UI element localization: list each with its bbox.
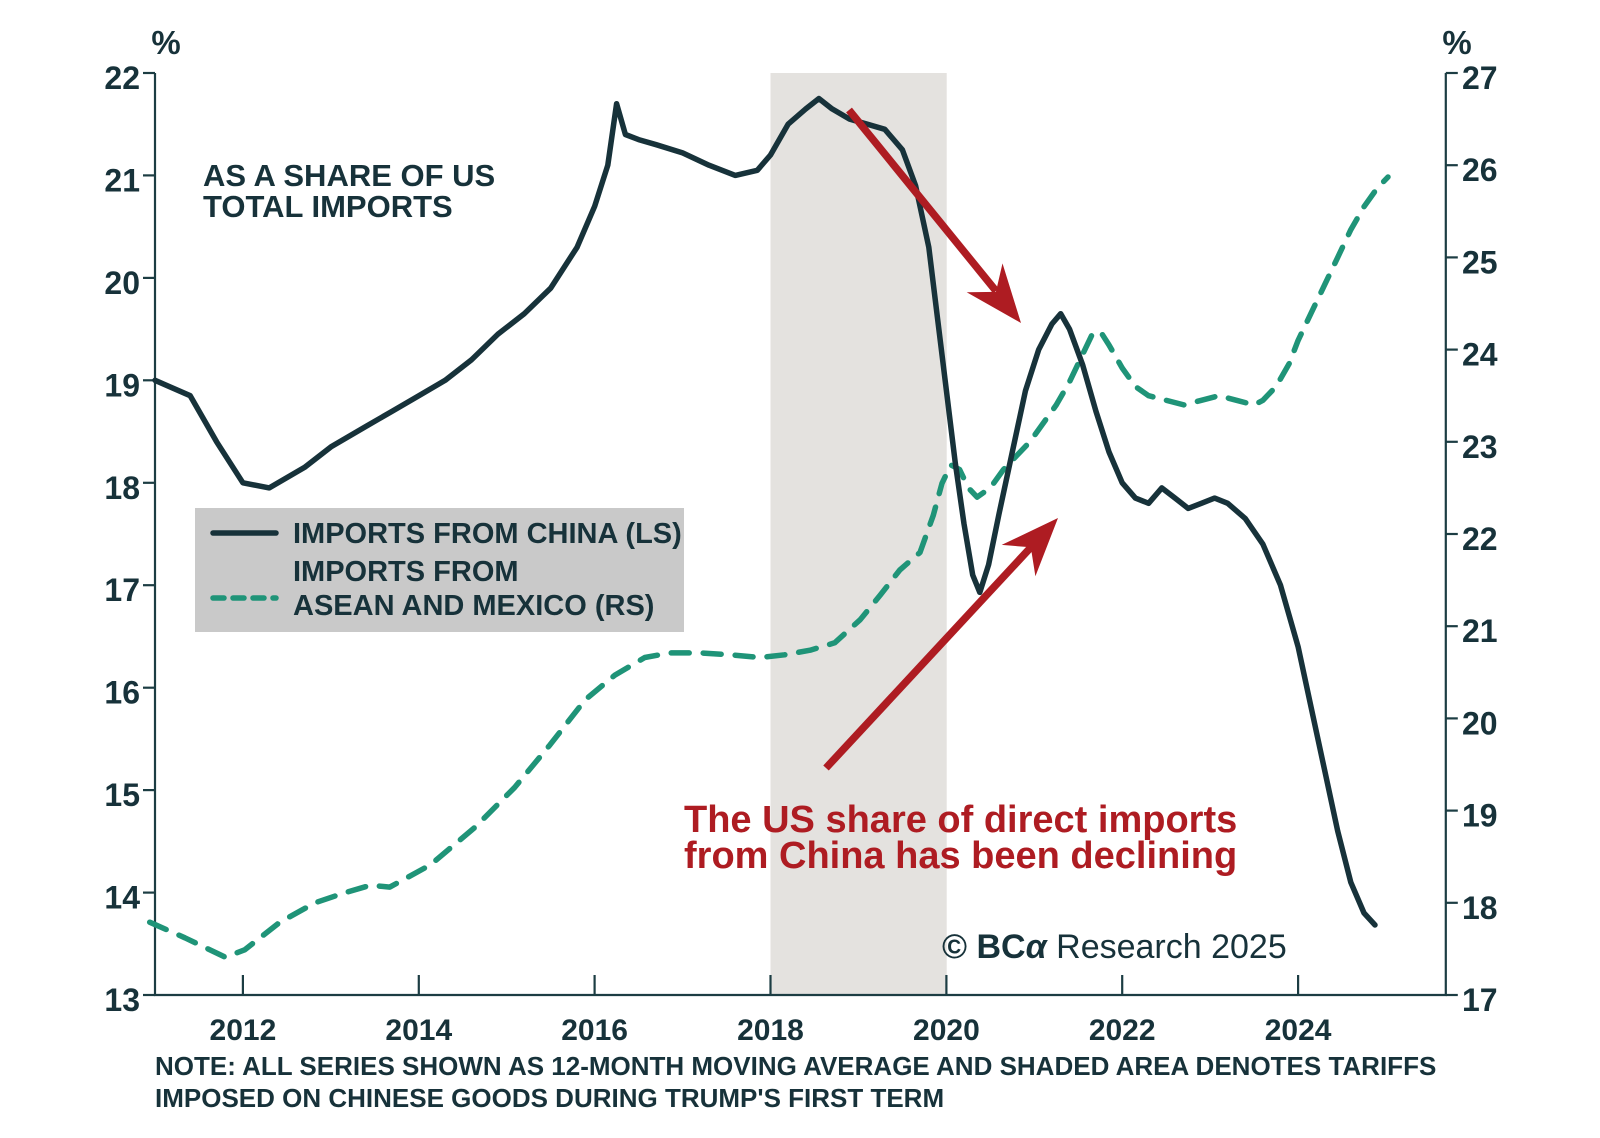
svg-text:2020: 2020 xyxy=(913,1014,980,1047)
svg-text:19: 19 xyxy=(1462,798,1498,834)
svg-text:21: 21 xyxy=(1462,613,1498,649)
svg-text:ASEAN AND MEXICO (RS): ASEAN AND MEXICO (RS) xyxy=(293,590,654,622)
svg-text:21: 21 xyxy=(104,162,140,198)
svg-text:19: 19 xyxy=(104,367,140,403)
svg-text:2018: 2018 xyxy=(737,1014,804,1047)
svg-text:2012: 2012 xyxy=(210,1014,277,1047)
svg-text:AS A SHARE OF US: AS A SHARE OF US xyxy=(203,158,495,193)
svg-text:23: 23 xyxy=(1462,429,1498,465)
svg-text:2014: 2014 xyxy=(385,1014,452,1047)
svg-text:IMPORTS FROM CHINA (LS): IMPORTS FROM CHINA (LS) xyxy=(293,518,682,550)
svg-text:2024: 2024 xyxy=(1265,1014,1332,1047)
svg-text:© BCα Research 2025: © BCα Research 2025 xyxy=(942,928,1287,966)
svg-text:20: 20 xyxy=(104,265,140,301)
svg-text:24: 24 xyxy=(1462,337,1498,373)
svg-text:2016: 2016 xyxy=(561,1014,628,1047)
svg-text:26: 26 xyxy=(1462,152,1498,188)
svg-text:NOTE: ALL SERIES SHOWN AS 12-M: NOTE: ALL SERIES SHOWN AS 12-MONTH MOVIN… xyxy=(155,1051,1436,1081)
svg-text:17: 17 xyxy=(1462,982,1498,1018)
svg-text:17: 17 xyxy=(104,572,140,608)
svg-text:2022: 2022 xyxy=(1089,1014,1156,1047)
svg-text:27: 27 xyxy=(1462,60,1498,96)
svg-text:%: % xyxy=(151,24,180,61)
svg-text:22: 22 xyxy=(1462,521,1498,557)
svg-text:18: 18 xyxy=(104,470,140,506)
svg-text:IMPOSED ON CHINESE GOODS DURIN: IMPOSED ON CHINESE GOODS DURING TRUMP'S … xyxy=(155,1083,944,1113)
svg-text:20: 20 xyxy=(1462,705,1498,741)
svg-text:18: 18 xyxy=(1462,890,1498,926)
svg-text:TOTAL IMPORTS: TOTAL IMPORTS xyxy=(203,189,453,224)
svg-text:from China has been declining: from China has been declining xyxy=(684,835,1237,877)
svg-text:25: 25 xyxy=(1462,244,1498,280)
svg-text:%: % xyxy=(1442,24,1471,61)
svg-text:14: 14 xyxy=(104,880,140,916)
svg-text:16: 16 xyxy=(104,675,140,711)
svg-text:IMPORTS FROM: IMPORTS FROM xyxy=(293,556,519,588)
svg-text:22: 22 xyxy=(104,60,140,96)
svg-text:13: 13 xyxy=(104,982,140,1018)
svg-text:15: 15 xyxy=(104,777,140,813)
